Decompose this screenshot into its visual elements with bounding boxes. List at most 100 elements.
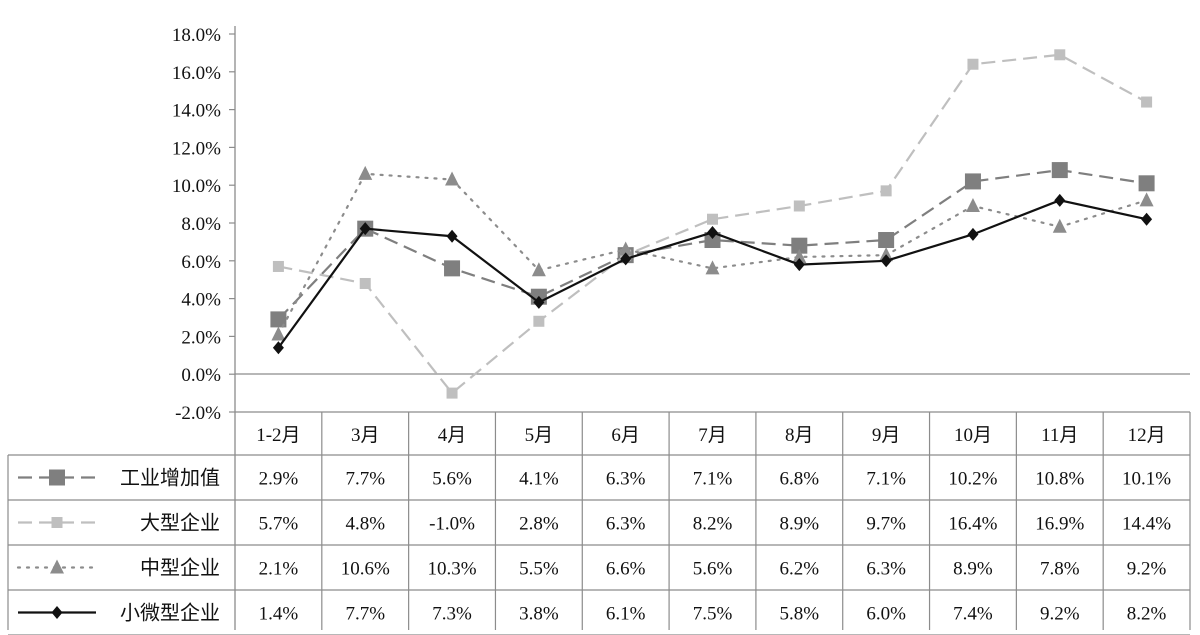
- marker-diamond: [793, 258, 805, 272]
- marker-triangle: [618, 241, 633, 256]
- data-cell: 6.8%: [780, 469, 820, 490]
- table-row-4: 小微型企业 1.4% 7.7% 7.3% 3.8% 6.1% 7.5% 5.8% 6.0% 7.4…: [18, 601, 1167, 625]
- data-cell: 6.0%: [866, 604, 906, 625]
- x-tick-label: 4月: [438, 425, 467, 446]
- data-cell: 5.6%: [693, 559, 733, 580]
- series-line: [278, 53, 1148, 395]
- y-tick-label: 0.0%: [181, 365, 221, 386]
- data-cell: 10.8%: [1035, 469, 1084, 490]
- data-cell: 6.3%: [606, 469, 646, 490]
- x-tick-label: 1-2月: [256, 425, 300, 446]
- marker-square: [791, 237, 808, 254]
- data-cell: 7.7%: [345, 469, 385, 490]
- y-tick-label: 18.0%: [172, 25, 221, 46]
- marker-diamond: [620, 252, 632, 266]
- y-tick-label: 8.0%: [181, 214, 221, 235]
- marker-square: [793, 200, 805, 212]
- series-name: 小微型企业: [120, 601, 220, 625]
- data-cell: -1.0%: [429, 514, 475, 535]
- series-1: [270, 162, 1155, 328]
- marker-diamond: [533, 295, 545, 309]
- marker-square: [1138, 175, 1155, 192]
- data-cell: 9.7%: [866, 514, 906, 535]
- marker-diamond: [51, 606, 63, 619]
- data-cell: 6.1%: [606, 604, 646, 625]
- marker-square: [270, 311, 287, 328]
- data-cell: 7.5%: [693, 604, 733, 625]
- data-cell: 7.3%: [432, 604, 472, 625]
- marker-triangle: [531, 262, 546, 277]
- marker-triangle: [445, 171, 460, 186]
- marker-square: [444, 260, 461, 277]
- data-cell: 7.1%: [866, 469, 906, 490]
- marker-triangle: [271, 326, 286, 341]
- series-line: [277, 172, 1148, 336]
- data-cell: 2.9%: [259, 469, 299, 490]
- y-tick-label: 2.0%: [181, 327, 221, 348]
- series-2: [272, 49, 1153, 399]
- data-cell: 2.1%: [259, 559, 299, 580]
- data-cell: 7.4%: [953, 604, 993, 625]
- data-cell: 6.2%: [780, 559, 820, 580]
- marker-square: [446, 387, 458, 399]
- data-cell: 8.2%: [1127, 604, 1167, 625]
- marker-square: [880, 185, 892, 197]
- data-cell: 14.4%: [1122, 514, 1171, 535]
- data-cell: 8.9%: [953, 559, 993, 580]
- data-cell: 7.8%: [1040, 559, 1080, 580]
- table-row-2: 大型企业 5.7% 4.8% -1.0% 2.8% 6.3% 8.2% 8.9% 9.7% 16.…: [18, 511, 1171, 535]
- table-row-1: 工业增加值 2.9% 7.7% 5.6% 4.1% 6.3% 7.1% 6.8% 7.1% 10.…: [18, 466, 1171, 490]
- marker-square: [533, 315, 545, 327]
- data-cell: 5.5%: [519, 559, 559, 580]
- marker-square: [967, 58, 979, 70]
- data-cell: 2.8%: [519, 514, 559, 535]
- data-cell: 8.9%: [780, 514, 820, 535]
- marker-diamond: [1141, 212, 1153, 226]
- data-cell: 8.2%: [693, 514, 733, 535]
- data-cell: 10.1%: [1122, 469, 1171, 490]
- y-tick-label: -2.0%: [175, 403, 221, 424]
- y-tick-label: 10.0%: [172, 176, 221, 197]
- table-row-3: 中型企业 2.1% 10.6% 10.3% 5.5% 6.6% 5.6% 6.2% 6.3% 8.…: [16, 556, 1167, 580]
- axis-layer: 18.0% 16.0% 14.0% 12.0% 10.0% 8.0% 6.0% 4.0% 2.0…: [172, 25, 1190, 630]
- data-cell: 7.7%: [345, 604, 385, 625]
- data-cell: 5.8%: [780, 604, 820, 625]
- marker-square: [272, 260, 284, 272]
- marker-square: [964, 173, 981, 190]
- x-tick-label: 12月: [1128, 425, 1166, 446]
- data-cell: 5.7%: [259, 514, 299, 535]
- marker-triangle: [1139, 192, 1154, 207]
- marker-diamond: [446, 229, 458, 243]
- marker-triangle: [50, 559, 64, 574]
- data-cell: 6.6%: [606, 559, 646, 580]
- data-cell: 1.4%: [259, 604, 299, 625]
- data-cell: 4.1%: [519, 469, 559, 490]
- marker-diamond: [1054, 193, 1066, 207]
- x-tick-label: 10月: [954, 425, 992, 446]
- series-name: 大型企业: [140, 511, 220, 535]
- marker-square: [1141, 96, 1153, 108]
- data-cell: 10.6%: [341, 559, 390, 580]
- x-tick-label: 5月: [525, 425, 554, 446]
- marker-square: [878, 232, 895, 249]
- marker-square: [1054, 49, 1066, 61]
- marker-triangle: [358, 165, 373, 180]
- data-cell: 7.1%: [693, 469, 733, 490]
- marker-square: [49, 469, 65, 486]
- x-tick-label: 3月: [351, 425, 380, 446]
- series-layer: [270, 49, 1155, 399]
- data-cell: 6.3%: [606, 514, 646, 535]
- y-tick-label: 16.0%: [172, 63, 221, 84]
- marker-diamond: [967, 227, 979, 241]
- marker-square: [707, 213, 718, 225]
- y-tick-label: 12.0%: [172, 138, 221, 159]
- x-tick-label: 7月: [698, 425, 727, 446]
- marker-square: [1051, 162, 1068, 179]
- x-tick-label: 11月: [1041, 425, 1078, 446]
- data-cell: 10.3%: [428, 559, 477, 580]
- marker-diamond: [707, 225, 718, 239]
- series-name: 中型企业: [140, 556, 220, 580]
- y-tick-label: 14.0%: [172, 101, 221, 122]
- data-cell: 9.2%: [1127, 559, 1167, 580]
